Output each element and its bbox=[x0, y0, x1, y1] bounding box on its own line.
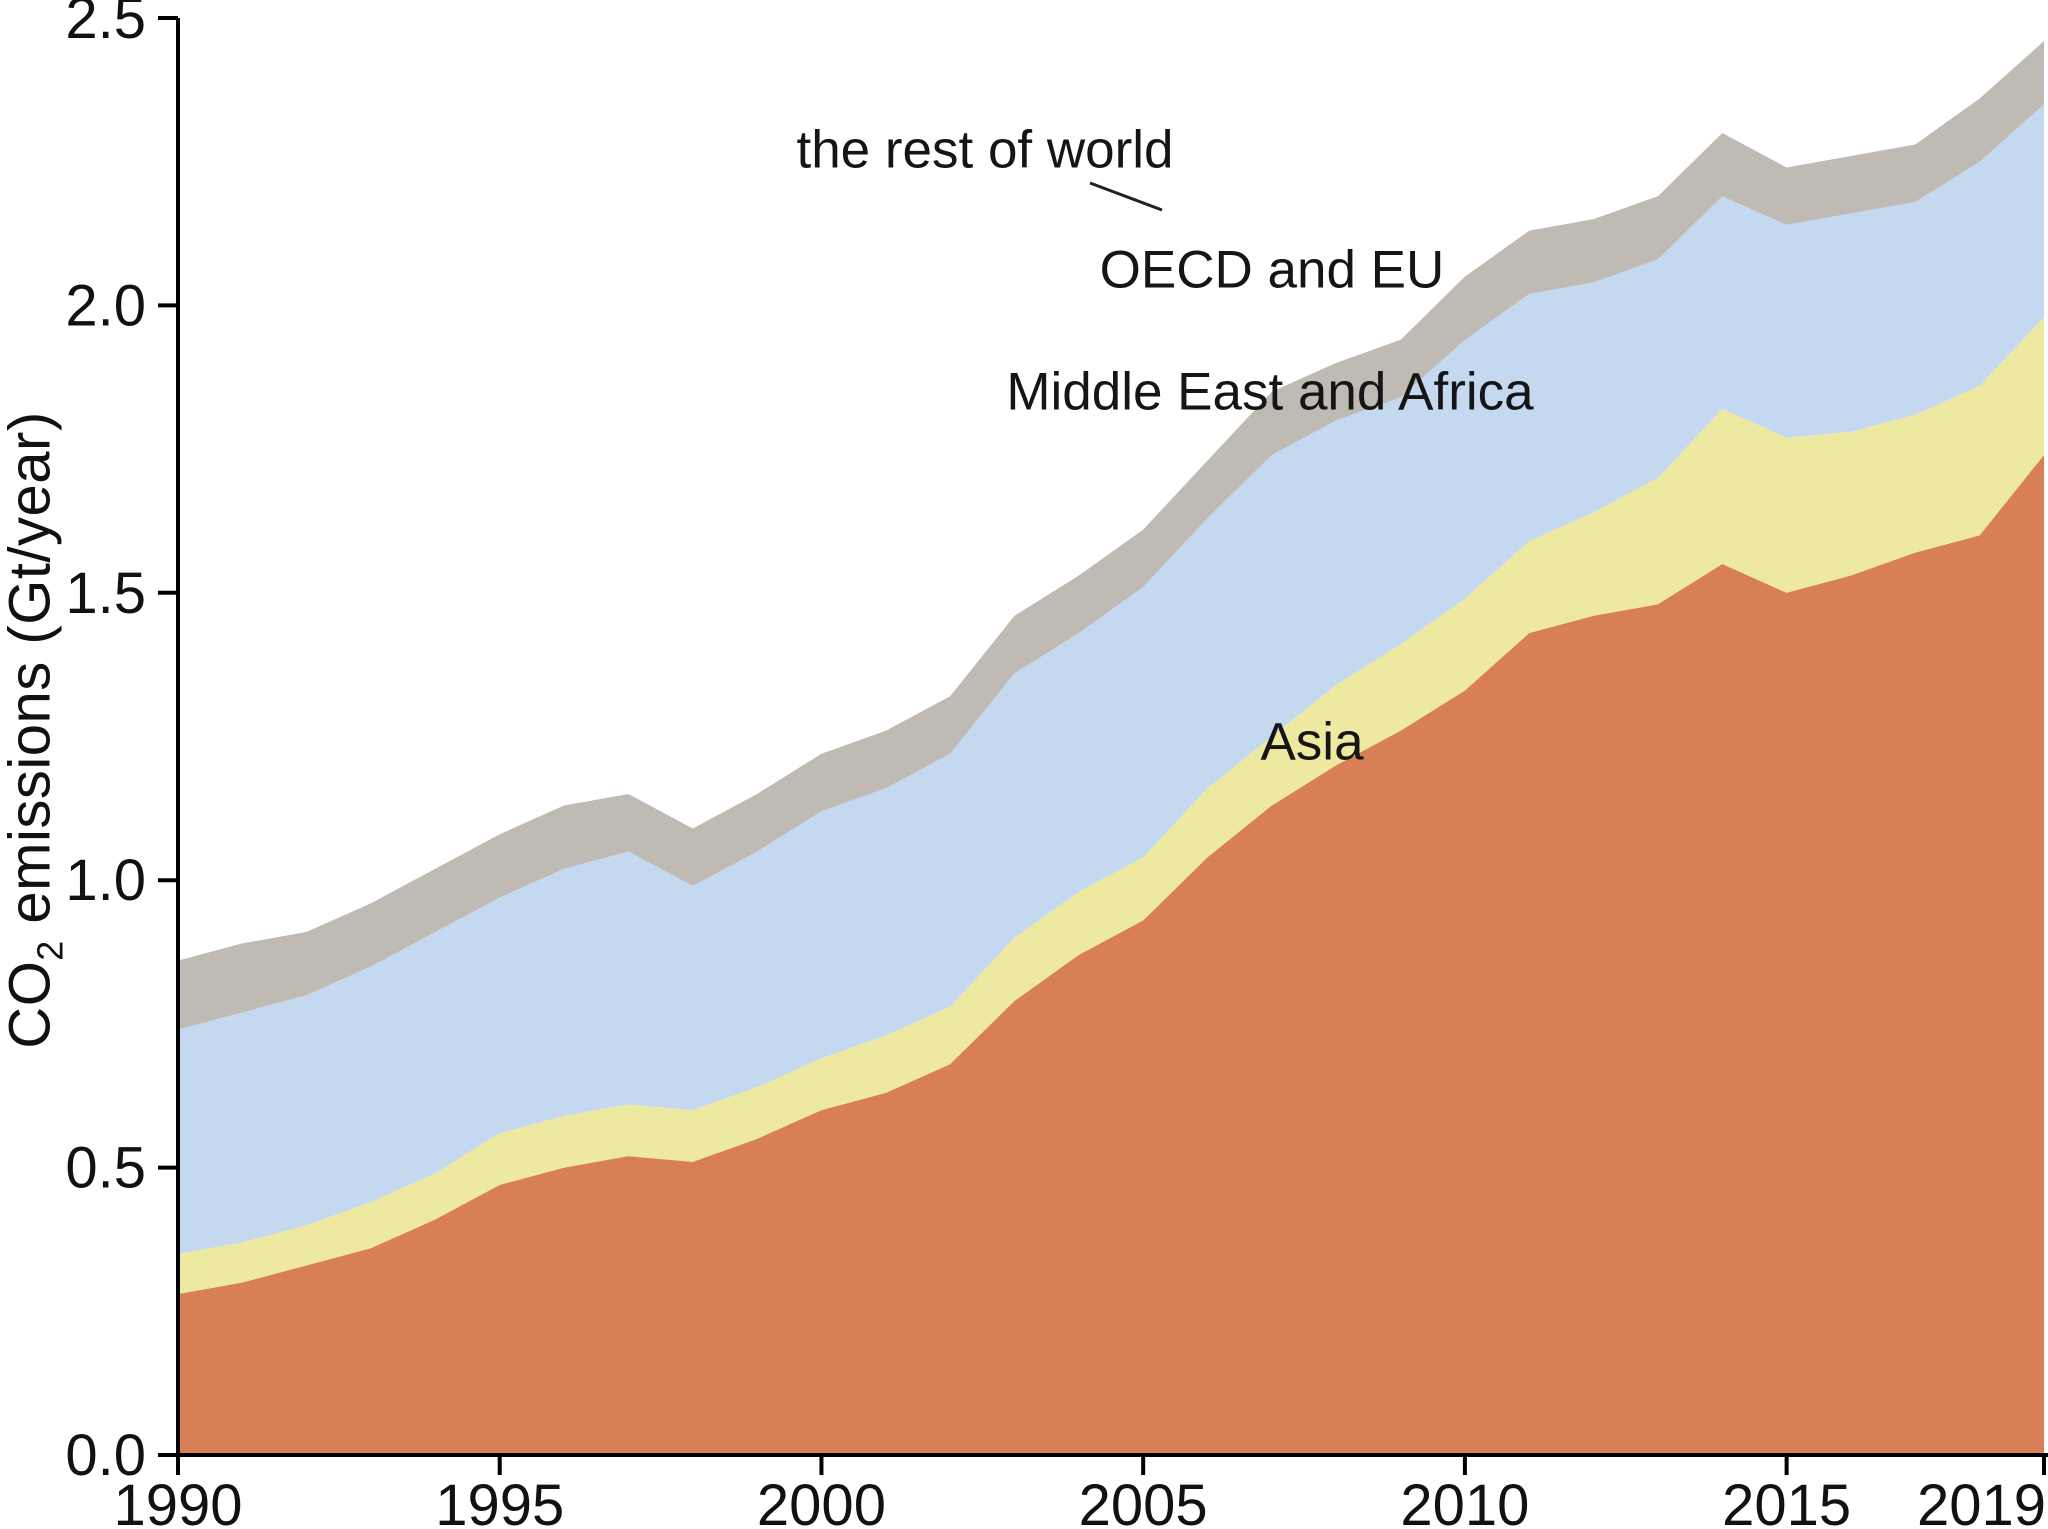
x-tick-label: 2005 bbox=[1079, 1473, 1208, 1529]
x-tick-label: 1995 bbox=[435, 1473, 564, 1529]
area-middle-east-and-africa bbox=[178, 316, 2044, 1295]
x-tick-label: 2010 bbox=[1400, 1473, 1529, 1529]
y-tick-label: 1.5 bbox=[65, 561, 146, 626]
annotation-middle-east-and-africa: Middle East and Africa bbox=[1006, 362, 1534, 422]
x-tick-label: 2015 bbox=[1722, 1473, 1851, 1529]
x-tick-label: 1990 bbox=[113, 1473, 242, 1529]
annotation-pointer-line bbox=[1089, 181, 1163, 212]
x-tick-label: 2019 bbox=[1917, 1473, 2046, 1529]
y-axis-title-suffix: emissions (Gt/year) bbox=[0, 411, 63, 941]
annotation-rest-of-world: the rest of world bbox=[796, 120, 1174, 180]
y-tick-label: 0.0 bbox=[65, 1423, 146, 1488]
x-tick-label: 2000 bbox=[757, 1473, 886, 1529]
area-oecd-and-eu bbox=[178, 104, 2044, 1254]
area-layers bbox=[178, 40, 2044, 1455]
area-the-rest-of-world bbox=[178, 40, 2044, 1030]
annotation-asia: Asia bbox=[1260, 712, 1364, 772]
area-asia bbox=[178, 454, 2044, 1455]
y-tick-label: 2.0 bbox=[65, 273, 146, 338]
y-tick-label: 2.5 bbox=[65, 0, 146, 51]
axes: 0.0 0.5 1.0 1.5 2.0 2.5 1990 1995 2000 2005 2010 20… bbox=[65, 0, 2048, 1529]
y-tick-label: 1.0 bbox=[65, 848, 146, 913]
y-axis-title-prefix: CO bbox=[0, 960, 63, 1049]
y-axis-title-subscript: 2 bbox=[29, 940, 71, 961]
annotation-oecd-and-eu: OECD and EU bbox=[1099, 240, 1445, 300]
y-tick-label: 0.5 bbox=[65, 1136, 146, 1201]
y-axis-title: CO2 emissions (Gt/year) bbox=[0, 411, 71, 1048]
